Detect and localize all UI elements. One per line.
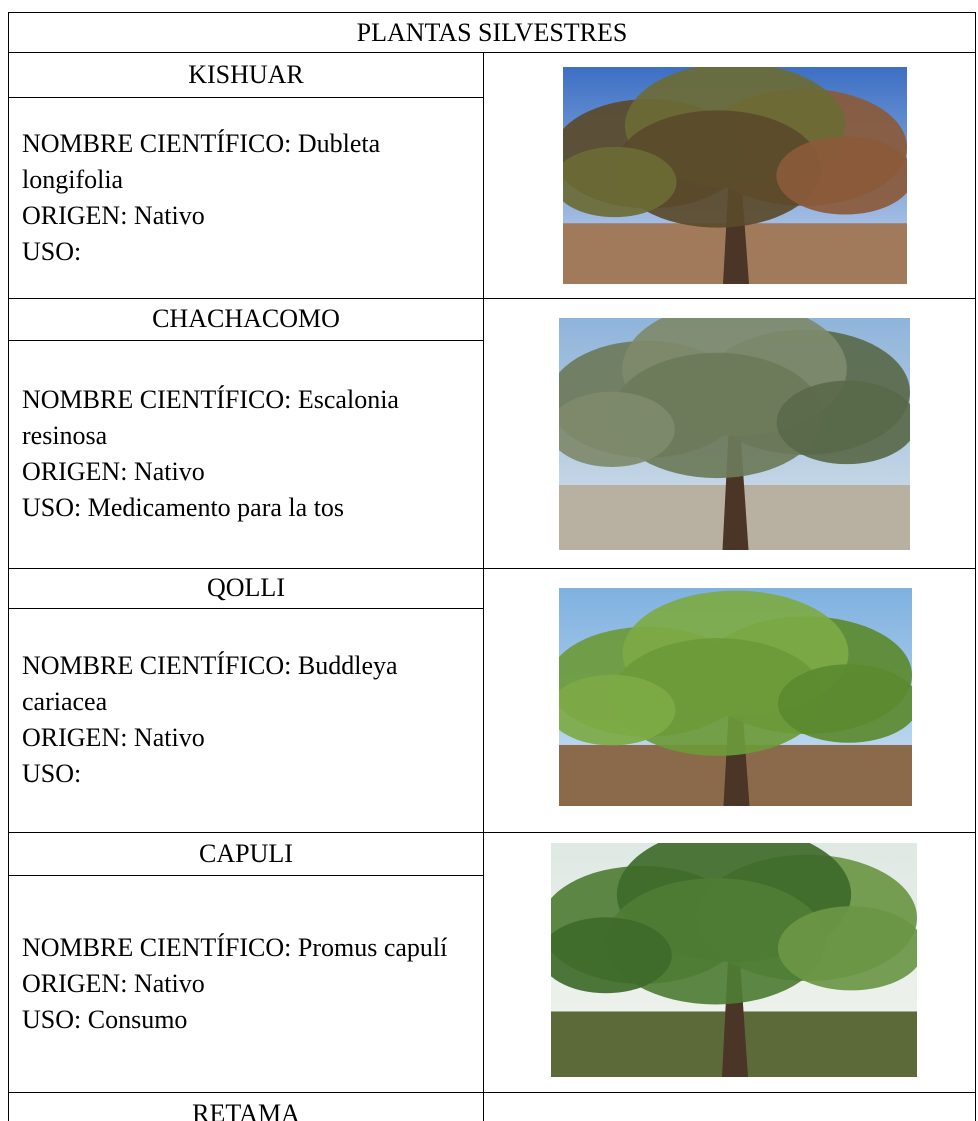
name-underline: [8, 97, 484, 98]
row-border: [8, 832, 976, 833]
plant-name: QOLLI: [207, 573, 285, 602]
info-origin: ORIGEN: Nativo: [22, 968, 205, 998]
info-scientific: NOMBRE CIENTÍFICO: Dubleta longifolia: [22, 128, 381, 194]
table-title: PLANTAS SILVESTRES: [8, 12, 976, 53]
row-border: [8, 298, 976, 299]
name-underline: [8, 340, 484, 341]
info-origin: ORIGEN: Nativo: [22, 457, 205, 486]
info-scientific: NOMBRE CIENTÍFICO: Promus capulí: [22, 932, 448, 962]
info-origin: ORIGEN: Nativo: [22, 200, 205, 230]
canopy: [559, 674, 676, 746]
canopy: [777, 664, 912, 743]
plant-name: CHACHACOMO: [152, 304, 340, 333]
info-scientific: NOMBRE CIENTÍFICO: Buddleya cariacea: [22, 651, 398, 716]
row-border: [8, 1092, 976, 1093]
canopy: [776, 380, 910, 465]
name-underline: [8, 608, 484, 609]
plant-photo: [559, 588, 912, 806]
canopy: [551, 917, 672, 994]
plant-name: CAPULI: [199, 839, 293, 868]
plant-name: KISHUAR: [188, 60, 304, 89]
plant-info: NOMBRE CIENTÍFICO: Buddleya cariacea ORIG…: [22, 612, 477, 828]
info-origin: ORIGEN: Nativo: [22, 723, 205, 752]
plant-info: NOMBRE CIENTÍFICO: Escalonia resinosa ORI…: [22, 344, 477, 564]
canopy: [559, 391, 675, 467]
name-underline: [8, 875, 484, 876]
canopy: [777, 906, 917, 991]
info-use: USO:: [22, 759, 82, 788]
info-use: USO: Medicamento para la tos: [22, 493, 345, 522]
table-border-left: [8, 52, 9, 1121]
plant-photo: [551, 843, 917, 1077]
info-use: USO: Consumo: [22, 1004, 188, 1034]
plant-name: RETAMA: [192, 1099, 300, 1121]
row-border: [8, 568, 976, 569]
info-scientific: NOMBRE CIENTÍFICO: Escalonia resinosa: [22, 385, 399, 450]
plant-photo: [563, 67, 907, 284]
plant-info: NOMBRE CIENTÍFICO: Dubleta longifolia ORI…: [22, 101, 477, 294]
canopy: [776, 136, 907, 215]
column-divider: [483, 52, 484, 1121]
info-use: USO:: [22, 236, 82, 266]
table-border-right: [975, 52, 976, 1121]
plant-info: NOMBRE CIENTÍFICO: Promus capulí ORIGEN: …: [22, 879, 477, 1088]
canopy: [563, 146, 677, 218]
plant-photo: [559, 318, 910, 550]
